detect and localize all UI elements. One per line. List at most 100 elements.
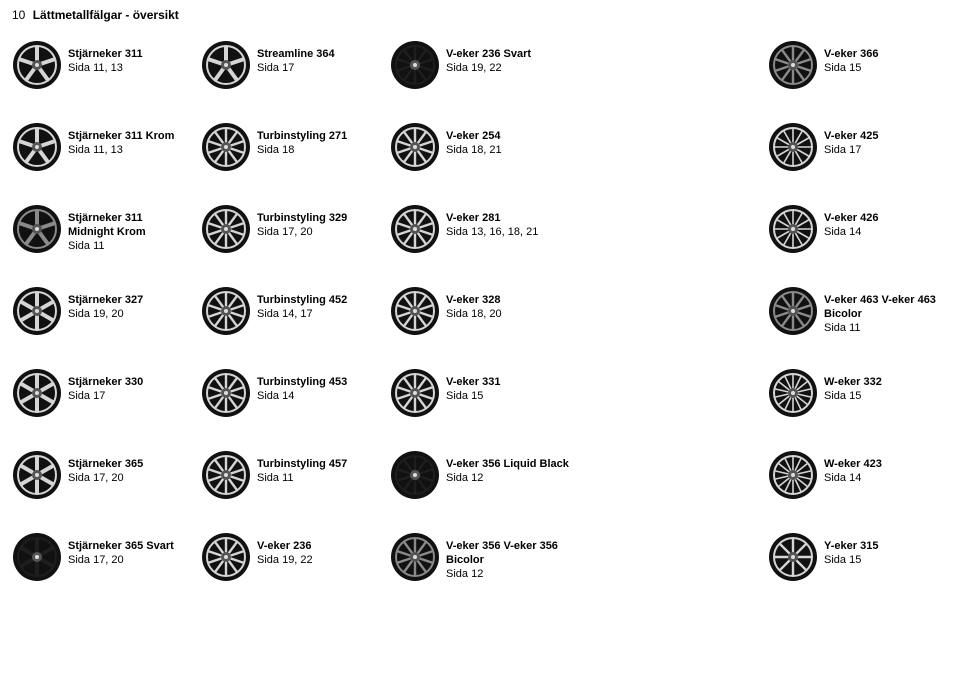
wheel-label: Stjärneker 311 Midnight Krom Sida 11 [68, 204, 191, 253]
wheel-name: Turbinstyling 271 [257, 130, 347, 144]
wheel-name: Stjärneker 311 [68, 48, 143, 62]
wheel-label: Stjärneker 365 Sida 17, 20 [68, 450, 143, 486]
wheel-icon [201, 450, 251, 500]
wheel-icon [768, 532, 818, 582]
wheel-page-ref: Sida 11 [68, 240, 191, 254]
wheel-page-ref: Sida 11 [257, 472, 347, 486]
wheel-icon [768, 40, 818, 90]
wheel-name: V-eker 426 [824, 212, 878, 226]
wheel-cell: V-eker 356 V-eker 356 Bicolor Sida 12 [390, 532, 569, 592]
wheel-label: W-eker 423 Sida 14 [824, 450, 882, 486]
wheel-label: V-eker 236 Sida 19, 22 [257, 532, 313, 568]
wheel-label: V-eker 356 Liquid Black Sida 12 [446, 450, 569, 486]
wheel-page-ref: Sida 18 [257, 144, 347, 158]
wheel-page-ref: Sida 19, 20 [68, 308, 143, 322]
wheel-cell [579, 450, 758, 510]
wheel-name: Stjärneker 311 Krom [68, 130, 174, 144]
wheel-cell: Stjärneker 311 Midnight Krom Sida 11 [12, 204, 191, 264]
wheel-name: V-eker 236 Svart [446, 48, 531, 62]
wheel-cell: Turbinstyling 457 Sida 11 [201, 450, 380, 510]
wheel-label: Stjärneker 330 Sida 17 [68, 368, 143, 404]
wheel-icon [201, 122, 251, 172]
wheel-icon [768, 368, 818, 418]
wheel-cell: Stjärneker 330 Sida 17 [12, 368, 191, 428]
wheel-cell [579, 122, 758, 182]
wheel-cell: Stjärneker 327 Sida 19, 20 [12, 286, 191, 346]
wheel-page-ref: Sida 14 [824, 472, 882, 486]
wheel-icon [201, 40, 251, 90]
wheel-name: V-eker 356 Liquid Black [446, 458, 569, 472]
wheel-name: Streamline 364 [257, 48, 335, 62]
wheel-page-ref: Sida 17, 20 [68, 554, 174, 568]
wheel-cell: Turbinstyling 329 Sida 17, 20 [201, 204, 380, 264]
wheel-cell [579, 286, 758, 346]
wheel-page-ref: Sida 17 [257, 62, 335, 76]
wheel-cell [579, 40, 758, 100]
wheel-name: Turbinstyling 457 [257, 458, 347, 472]
wheel-icon [390, 122, 440, 172]
wheel-cell: V-eker 254 Sida 18, 21 [390, 122, 569, 182]
wheel-icon [201, 368, 251, 418]
wheel-cell: Turbinstyling 453 Sida 14 [201, 368, 380, 428]
wheel-name: Stjärneker 327 [68, 294, 143, 308]
wheel-cell: V-eker 328 Sida 18, 20 [390, 286, 569, 346]
wheel-label: Y-eker 315 Sida 15 [824, 532, 878, 568]
wheel-page-ref: Sida 14, 17 [257, 308, 347, 322]
wheel-icon [390, 204, 440, 254]
wheel-label: Stjärneker 365 Svart Sida 17, 20 [68, 532, 174, 568]
wheel-page-ref: Sida 12 [446, 472, 569, 486]
wheel-icon [201, 532, 251, 582]
wheel-icon [12, 122, 62, 172]
wheel-name: Y-eker 315 [824, 540, 878, 554]
wheel-cell: Turbinstyling 452 Sida 14, 17 [201, 286, 380, 346]
wheel-name: Stjärneker 365 Svart [68, 540, 174, 554]
wheel-icon [201, 204, 251, 254]
wheel-name: V-eker 328 [446, 294, 502, 308]
wheel-name: V-eker 281 [446, 212, 538, 226]
wheel-label: V-eker 236 Svart Sida 19, 22 [446, 40, 531, 76]
wheel-page-ref: Sida 11 [824, 322, 947, 336]
wheel-label: Turbinstyling 452 Sida 14, 17 [257, 286, 347, 322]
wheel-label: Turbinstyling 457 Sida 11 [257, 450, 347, 486]
wheel-label: V-eker 425 Sida 17 [824, 122, 878, 158]
wheel-label: V-eker 463 V-eker 463 Bicolor Sida 11 [824, 286, 947, 335]
wheel-name: Stjärneker 330 [68, 376, 143, 390]
wheel-page-ref: Sida 11, 13 [68, 62, 143, 76]
wheel-page-ref: Sida 15 [824, 390, 882, 404]
wheel-page-ref: Sida 13, 16, 18, 21 [446, 226, 538, 240]
wheel-name: V-eker 356 V-eker 356 Bicolor [446, 540, 569, 568]
wheel-cell: Streamline 364 Sida 17 [201, 40, 380, 100]
wheel-cell [579, 204, 758, 264]
wheel-name: Turbinstyling 453 [257, 376, 347, 390]
wheel-icon [768, 450, 818, 500]
wheel-page-ref: Sida 11, 13 [68, 144, 174, 158]
wheel-label: W-eker 332 Sida 15 [824, 368, 882, 404]
wheel-icon [12, 286, 62, 336]
wheel-page-ref: Sida 17 [824, 144, 878, 158]
page-title: Lättmetallfälgar - översikt [33, 8, 179, 22]
wheel-page-ref: Sida 15 [824, 62, 878, 76]
wheel-icon [768, 122, 818, 172]
wheel-page-ref: Sida 17 [68, 390, 143, 404]
wheel-cell: Stjärneker 311 Krom Sida 11, 13 [12, 122, 191, 182]
wheel-label: Stjärneker 311 Sida 11, 13 [68, 40, 143, 76]
wheel-name: V-eker 425 [824, 130, 878, 144]
wheel-icon [768, 204, 818, 254]
wheel-cell: V-eker 331 Sida 15 [390, 368, 569, 428]
wheel-name: Stjärneker 311 Midnight Krom [68, 212, 191, 240]
page-header: 10 Lättmetallfälgar - översikt [12, 8, 947, 22]
wheel-label: Turbinstyling 453 Sida 14 [257, 368, 347, 404]
wheel-page-ref: Sida 18, 20 [446, 308, 502, 322]
wheel-icon [390, 286, 440, 336]
wheel-page-ref: Sida 15 [446, 390, 500, 404]
wheel-label: Streamline 364 Sida 17 [257, 40, 335, 76]
wheel-grid: Stjärneker 311 Sida 11, 13 Streamline 36… [12, 40, 947, 592]
wheel-label: V-eker 426 Sida 14 [824, 204, 878, 240]
wheel-cell: W-eker 423 Sida 14 [768, 450, 947, 510]
wheel-icon [390, 450, 440, 500]
wheel-label: Stjärneker 327 Sida 19, 20 [68, 286, 143, 322]
wheel-name: W-eker 332 [824, 376, 882, 390]
wheel-cell: W-eker 332 Sida 15 [768, 368, 947, 428]
wheel-icon [390, 40, 440, 90]
wheel-cell [579, 532, 758, 592]
